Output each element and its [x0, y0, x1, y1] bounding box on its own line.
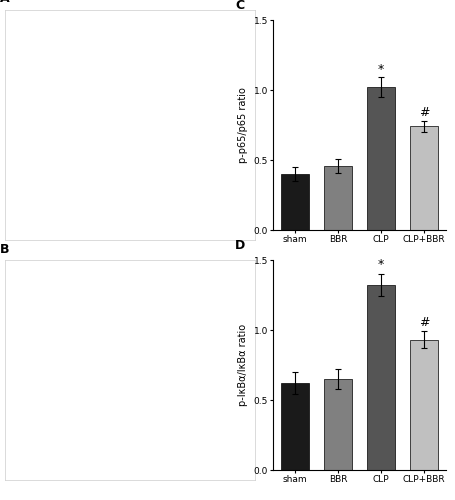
Text: A: A — [0, 0, 9, 6]
Bar — [367, 285, 395, 470]
Bar — [281, 383, 309, 470]
Text: #: # — [419, 316, 430, 328]
Text: B: B — [0, 242, 9, 256]
Bar — [410, 126, 438, 230]
Text: *: * — [378, 63, 384, 76]
Bar — [324, 166, 352, 230]
Text: *: * — [378, 258, 384, 271]
Bar — [324, 379, 352, 470]
Bar — [281, 174, 309, 230]
Text: C: C — [235, 0, 244, 12]
Bar — [410, 340, 438, 470]
Bar — [367, 87, 395, 230]
Text: D: D — [235, 238, 245, 252]
Y-axis label: p-p65/p65 ratio: p-p65/p65 ratio — [238, 87, 248, 163]
Text: #: # — [419, 106, 430, 120]
Y-axis label: p-IκBα/IκBα ratio: p-IκBα/IκBα ratio — [238, 324, 248, 406]
